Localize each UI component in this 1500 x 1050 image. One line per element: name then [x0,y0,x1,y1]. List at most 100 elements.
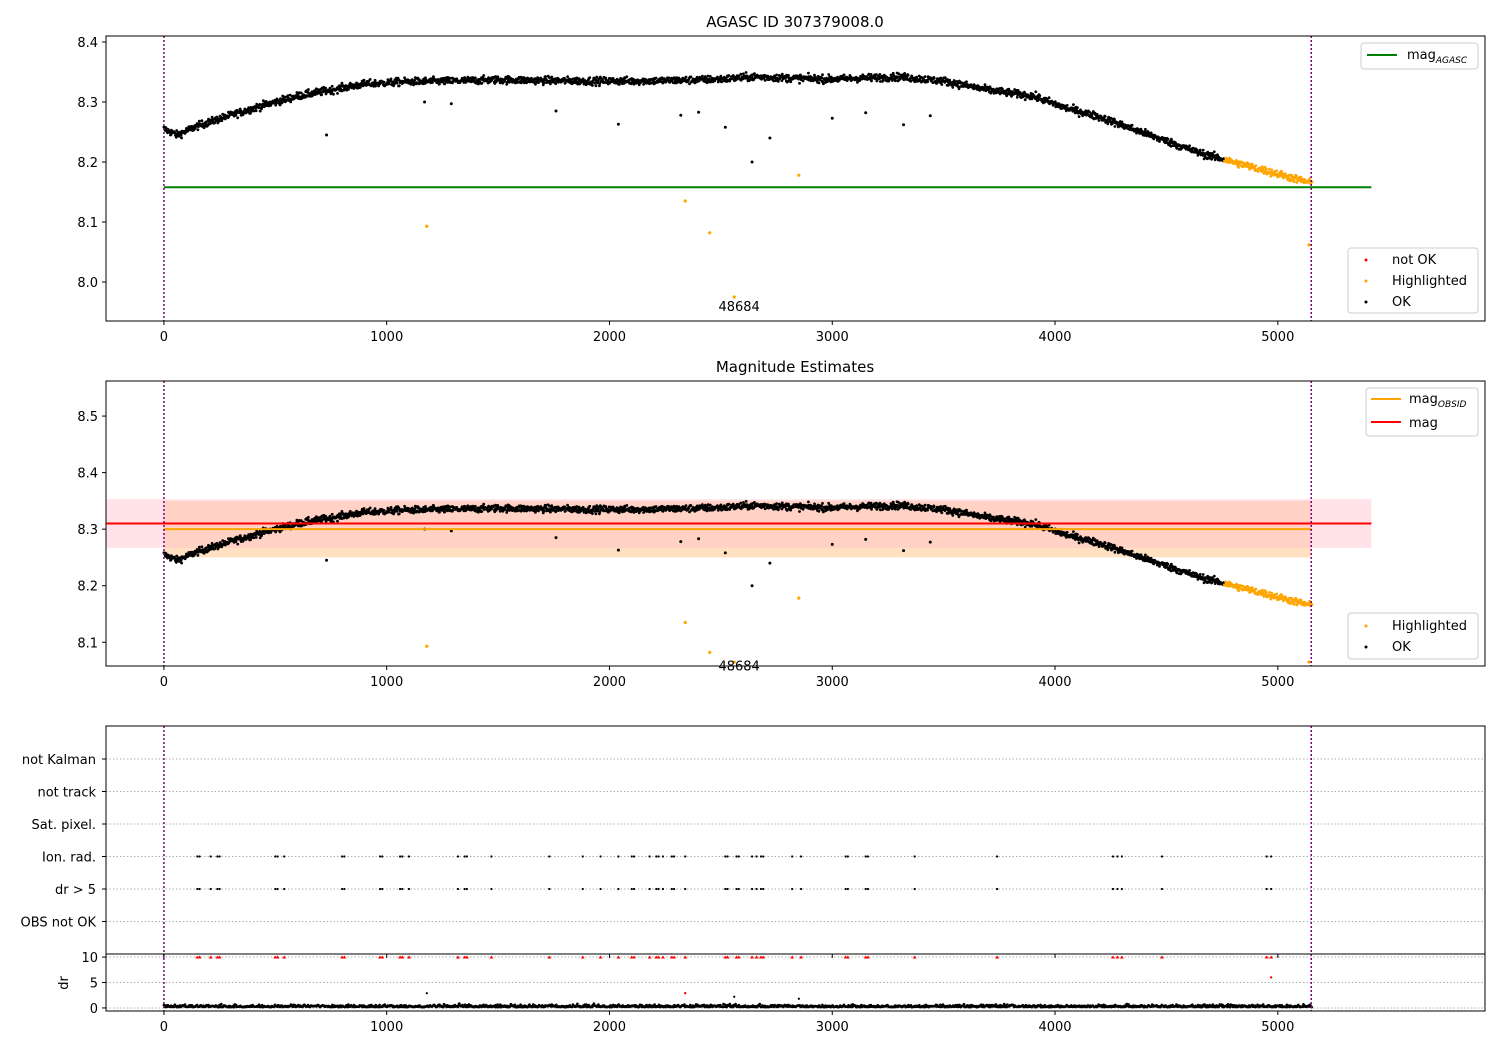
point-ok [196,554,200,557]
point-ok [505,82,509,86]
point-ok [341,512,345,516]
point-highlighted [1254,164,1258,168]
point-ok [494,75,497,78]
point-ok [494,503,497,507]
point-ok [606,79,610,83]
point-ok [341,84,345,87]
point-ok [689,75,693,79]
point-ok [923,503,927,507]
point-ok [566,503,569,507]
point-ok [948,78,952,82]
point-ok [534,82,537,86]
point-ok [448,505,452,509]
point-ok [775,73,778,77]
point-ok [210,115,214,119]
point-ok [827,73,831,76]
point-ok [544,503,547,507]
point-ok [1097,545,1101,548]
point-ok [632,511,636,514]
point-ok [780,501,784,505]
point-ok [260,107,263,111]
point-ok [220,119,224,123]
point-ok [581,77,585,81]
point-ok [582,510,586,514]
point-ok [1047,96,1051,100]
point-ok [397,84,401,88]
point-ok [387,82,391,86]
point-ok [336,519,339,523]
point-ok [598,512,601,516]
point-ok [654,505,658,508]
point-ok [965,508,968,512]
point-ok [642,80,646,84]
point-ok [1170,137,1173,141]
point-ok [443,82,447,86]
point-ok [798,510,801,513]
point-ok [923,75,927,78]
point-ok [642,82,645,86]
point-ok [1103,115,1107,118]
point-ok [179,559,183,562]
point-ok [932,505,936,509]
point-ok [1097,119,1101,122]
point-ok [1212,150,1216,154]
point-ok [611,77,615,80]
point-ok [689,504,693,507]
point-ok [236,542,240,546]
point-ok [595,504,599,507]
point-ok [252,536,256,540]
point-ok [926,80,929,84]
point-ok [1034,518,1038,521]
point-ok [1072,530,1075,533]
point-ok [387,510,391,514]
point-ok [482,74,486,77]
point-ok [869,73,873,76]
point-ok [413,79,417,82]
point-ok [591,512,594,515]
point-ok [780,72,784,76]
point-ok [1023,525,1027,529]
point-ok [775,502,778,505]
point-ok [315,92,319,96]
point-ok [389,506,393,509]
point-ok [1077,541,1081,545]
point-ok [1195,573,1199,576]
point-ok [577,77,581,81]
point-ok [588,76,592,80]
point-ok [550,504,554,507]
point-ok [1106,548,1110,552]
point-ok [554,510,558,514]
point-ok [1130,123,1134,127]
point-ok [951,514,955,517]
point-ok [254,536,258,539]
point-ok [523,81,526,85]
point-ok [842,73,846,77]
point-ok [210,542,214,545]
point-ok [684,504,688,507]
point-ok [1130,549,1134,553]
point-ok [598,82,602,85]
point-ok [739,72,743,76]
point-ok [395,81,399,85]
point-ok [320,93,323,97]
point-ok [1166,137,1170,141]
point-ok [1076,106,1079,109]
point-ok [821,73,824,77]
point-ok [523,509,526,513]
point-ok [200,545,204,549]
point-ok [397,512,401,516]
point-ok [753,72,756,75]
point-ok [340,81,344,85]
point-ok [642,511,645,514]
point-ok [258,536,262,540]
point-ok [563,76,566,80]
point-ok [1201,573,1205,576]
point-ok [606,507,610,511]
point-ok [798,81,801,85]
point-ok [362,507,366,510]
point-ok [632,82,636,86]
point-ok [382,509,386,512]
point-ok [548,504,551,508]
point-ok [870,507,873,511]
